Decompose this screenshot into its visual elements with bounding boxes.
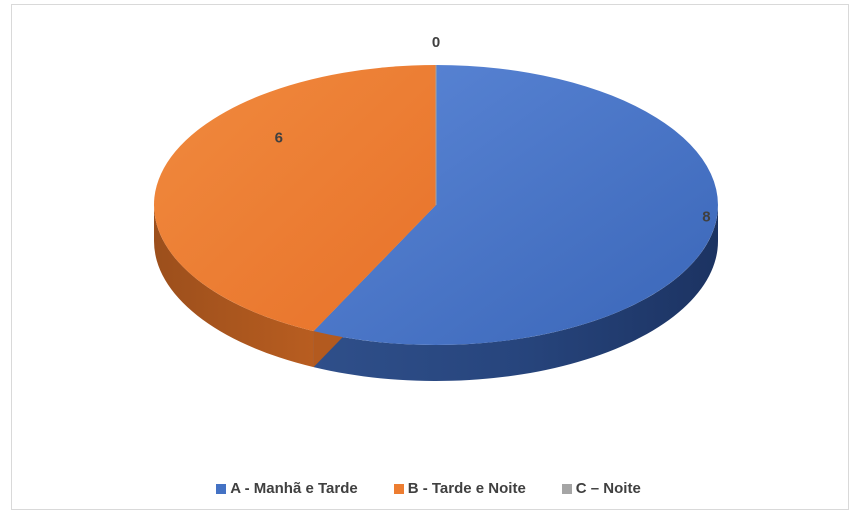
- slice-b-top: [153, 65, 436, 332]
- legend-swatch-b: [393, 483, 404, 494]
- legend-swatch-a: [216, 483, 227, 494]
- legend: A - Manhã e Tarde B - Tarde e Noite C – …: [0, 480, 857, 497]
- slice-a-top: [313, 65, 718, 346]
- legend-label-b: B - Tarde e Noite: [407, 480, 526, 497]
- data-label-a: 8: [702, 208, 710, 225]
- data-label-b: 6: [275, 130, 283, 147]
- data-label-c: 0: [432, 34, 440, 51]
- legend-item-a: A - Manhã e Tarde: [216, 480, 358, 497]
- slice-a-side: [313, 205, 719, 382]
- legend-swatch-c: [561, 483, 572, 494]
- legend-label-c: C – Noite: [575, 480, 641, 497]
- legend-item-c: C – Noite: [561, 480, 641, 497]
- legend-item-b: B - Tarde e Noite: [393, 480, 526, 497]
- slice-b-side: [154, 205, 314, 368]
- legend-label-a: A - Manhã e Tarde: [230, 480, 358, 497]
